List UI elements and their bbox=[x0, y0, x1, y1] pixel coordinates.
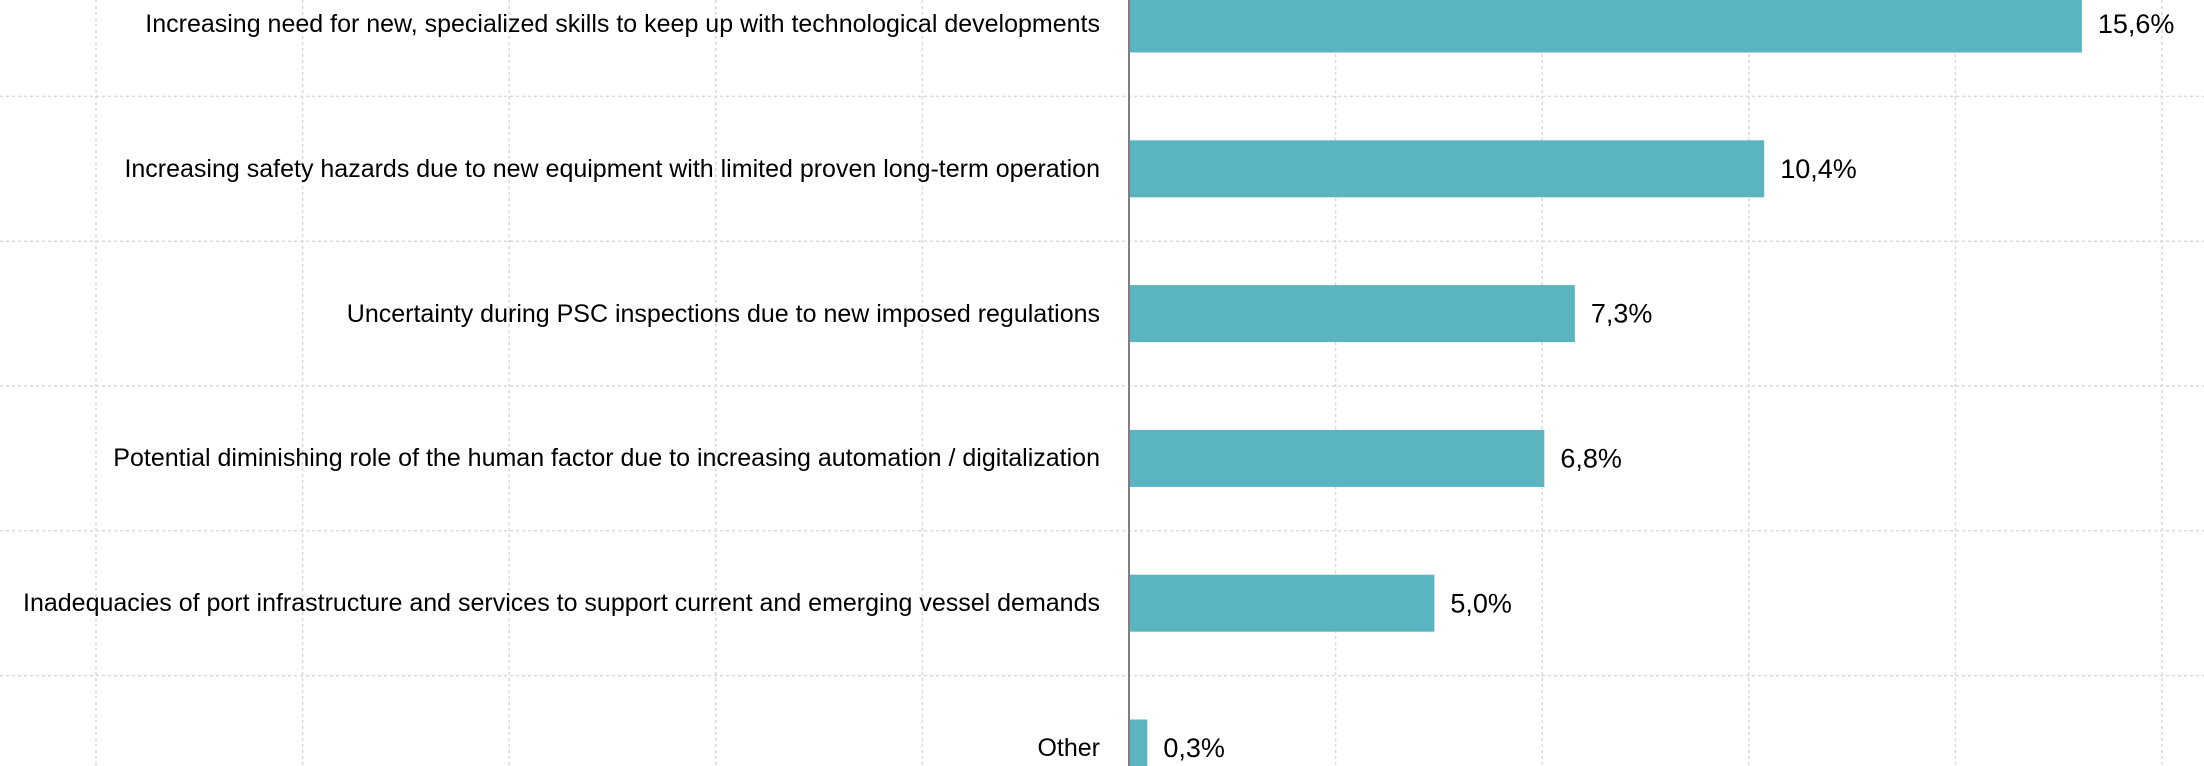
value-label: 10,4% bbox=[1780, 154, 1857, 184]
category-label: Increasing need for new, specialized ski… bbox=[145, 10, 1100, 38]
value-label: 0,3% bbox=[1163, 733, 1225, 763]
bar bbox=[1129, 429, 1545, 487]
category-label: Potential diminishing role of the human … bbox=[113, 444, 1100, 473]
bar bbox=[1129, 574, 1435, 632]
bar bbox=[1129, 285, 1575, 343]
category-label: Inadequacies of port infrastructure and … bbox=[23, 589, 1100, 618]
category-label: Increasing safety hazards due to new equ… bbox=[124, 154, 1100, 183]
bar bbox=[1129, 0, 2082, 53]
category-label: Other bbox=[1037, 734, 1100, 762]
value-label: 6,8% bbox=[1560, 444, 1622, 474]
category-label: Uncertainty during PSC inspections due t… bbox=[346, 299, 1100, 328]
bar bbox=[1129, 719, 1148, 766]
value-label: 5,0% bbox=[1450, 588, 1512, 618]
value-label: 15,6% bbox=[2098, 9, 2175, 39]
bar bbox=[1129, 140, 1765, 198]
value-label: 7,3% bbox=[1591, 299, 1653, 329]
